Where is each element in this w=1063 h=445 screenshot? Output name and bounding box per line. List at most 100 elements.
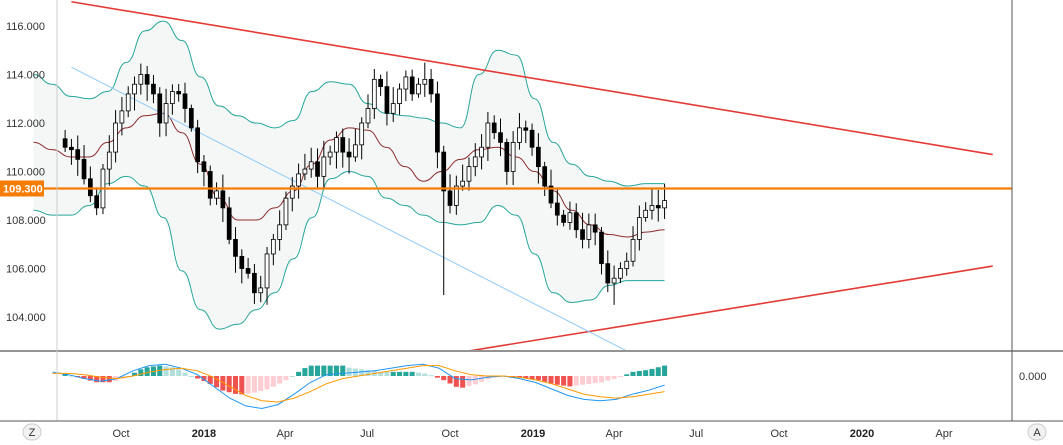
trendline-upper[interactable] [71,0,993,156]
candle [517,113,522,150]
level-price-text: 109.300 [3,183,43,195]
bb-middle-line [33,112,665,238]
macd-histogram-bar [529,376,535,380]
macd-histogram-bar [662,365,668,376]
candle [157,87,163,137]
candle [239,249,245,284]
macd-histogram-bar [617,376,623,377]
candle [422,62,428,97]
candle [472,143,478,177]
macd-histogram-bar [390,371,396,376]
candle [119,96,125,136]
macd-histogram-bar [333,365,339,376]
trendline-lower[interactable] [469,265,993,351]
candle [624,252,630,276]
macd-histogram-bar [62,373,68,376]
macd-histogram-bar [321,365,327,376]
macd-histogram-bar [586,376,592,384]
candle [289,177,295,212]
macd-histogram-bar [624,374,630,376]
candle [655,189,661,222]
zoom-button[interactable]: Z [22,423,42,441]
candle [214,182,219,205]
time-tick-label: Oct [771,428,788,440]
macd-histogram-bar [542,376,548,382]
candle [409,69,415,101]
candle [554,188,560,226]
candle [233,227,238,273]
candle [580,212,585,249]
candle [498,118,503,157]
level-price-label: 109.300 [0,180,44,197]
macd-histogram-bar [636,371,642,376]
candle [453,175,459,215]
candle [264,246,270,305]
macd-histogram-bar [131,372,138,376]
candle [346,138,352,174]
macd-histogram-bar [441,376,447,381]
macd-histogram-bar [232,376,239,394]
candle [567,201,573,230]
macd-histogram-bar [283,376,289,381]
candle [69,138,74,165]
macd-histogram-bar [327,365,333,376]
macd-histogram-bar [453,376,459,387]
price-axis[interactable]: 116.000 114.000 112.000 110.000 108.000 106.0… [6,21,46,324]
macd-histogram-bar [415,372,422,376]
candle [428,69,434,103]
candle [176,84,182,102]
candle [245,257,251,279]
candle [308,147,314,178]
candle [630,226,636,267]
candle [252,263,257,304]
price-tick-label: 106.000 [6,264,46,276]
macd-histogram-bar [87,376,93,381]
candle [81,145,87,185]
candle [599,226,604,275]
macd-histogram-bar [598,376,605,383]
macd-zero-label: 0.000 [1019,371,1047,383]
candle [220,174,226,223]
macd-histogram-bar [163,366,169,376]
candle [592,213,598,246]
candle [397,83,402,115]
macd-histogram-bar [548,376,554,384]
candle [353,128,358,162]
auto-scale-button[interactable]: A [1027,423,1047,441]
horizontal-level[interactable]: 109.300 [0,180,1012,197]
candle [523,120,529,144]
candle [170,84,175,115]
candle [384,71,390,126]
bb-upper-line [33,20,665,187]
candle [542,161,548,197]
price-tick-label: 112.000 [6,118,45,130]
time-axis[interactable]: Oct 2018 Apr Jul Oct 2019 Apr Jul Oct 2020 Apr [112,428,952,440]
candle [207,165,213,206]
macd-histogram-bar [239,376,245,395]
candle [510,131,516,186]
candle [87,166,93,203]
macd-histogram-bar [296,371,302,376]
price-tick-label: 110.000 [6,167,45,179]
macd-indicator[interactable] [52,363,668,410]
macd-histogram-bar [258,376,264,391]
candle [605,250,611,293]
candle [163,88,169,137]
bb-fill [33,21,665,330]
macd-histogram-bar [428,375,434,377]
macd-histogram-bar [365,370,371,376]
candle [270,233,276,266]
candlesticks[interactable] [62,62,667,305]
macd-histogram-bar [245,376,251,394]
macd-histogram-bar [270,376,276,387]
macd-histogram-bar [573,376,579,386]
candle [441,145,447,296]
macd-histogram-bar [106,376,112,383]
macd-histogram-bar [220,376,226,391]
macd-histogram-bar [68,375,74,377]
signal-line [52,365,665,403]
price-tick-label: 108.000 [6,215,46,227]
candle [106,135,112,186]
macd-histogram-bar [314,365,321,376]
